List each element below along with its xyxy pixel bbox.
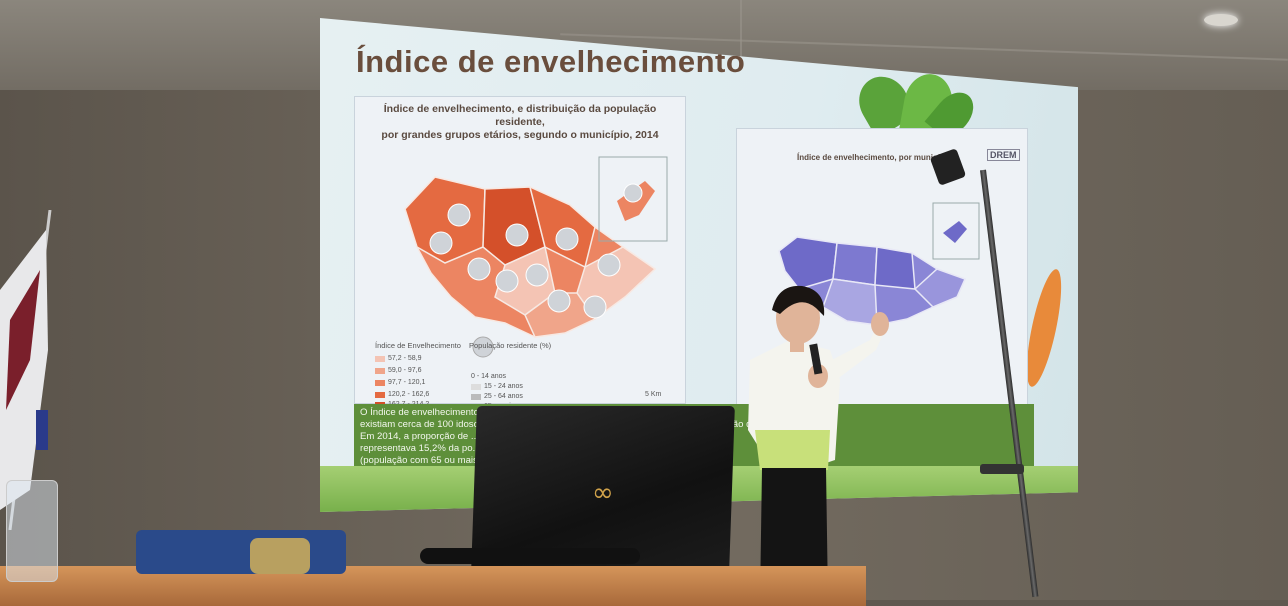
ceiling-seam — [740, 0, 742, 60]
table — [0, 566, 866, 606]
flag — [0, 210, 52, 530]
madeira-map — [404, 156, 668, 358]
scale-bar: 5 Km — [645, 391, 662, 398]
paper-bag — [250, 538, 310, 574]
ceiling-light — [1204, 14, 1238, 26]
legend-item: 57,2 - 58,9 — [375, 355, 421, 362]
legend-title: Índice de Envelhecimento — [375, 341, 461, 350]
pie-legend-item: 25 - 64 anos — [471, 393, 523, 400]
stand-clamp — [980, 464, 1024, 474]
presenter — [748, 285, 889, 600]
water-bottle — [6, 480, 58, 582]
cable — [420, 548, 640, 564]
legend-item: 59,0 - 97,6 — [375, 367, 421, 374]
pie-legend-item: 0 - 14 anos — [471, 373, 507, 380]
blue-bag — [136, 530, 346, 574]
legend-item: 97,7 - 120,1 — [375, 379, 425, 386]
laptop-logo-icon: ∞ — [592, 478, 614, 508]
madeira-map-purple — [778, 202, 980, 326]
map-title: Índice de envelhecimento, por município — [797, 153, 952, 162]
legend-item: 120,2 - 162,6 — [375, 391, 429, 398]
pie-legend-item: 15 - 24 anos — [471, 383, 523, 390]
map-title: Índice de envelhecimento, e distribuição… — [381, 103, 659, 141]
pie-legend-title: População residente (%) — [469, 341, 552, 350]
drem-logo: DREM — [987, 149, 1020, 161]
aging-index-map-panel: Índice de envelhecimento, e distribuição… — [354, 96, 686, 410]
